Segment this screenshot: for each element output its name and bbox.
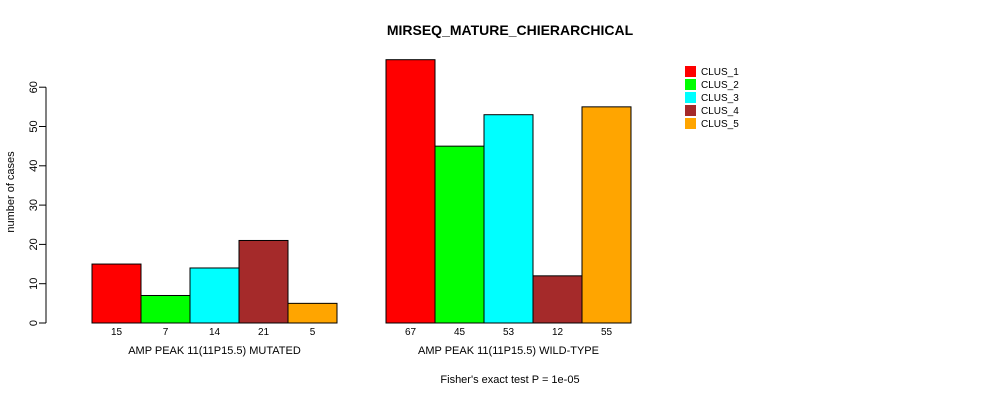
y-tick-label: 30 — [28, 199, 40, 211]
bar-value-label: 67 — [405, 327, 417, 338]
legend-swatch-clus-1 — [685, 66, 696, 77]
y-tick-label: 50 — [28, 120, 40, 132]
y-tick-label: 40 — [28, 160, 40, 172]
bar-clus-2-group-1 — [140, 294, 191, 324]
legend-swatch-clus-3 — [685, 92, 696, 103]
y-tick-label: 0 — [28, 320, 40, 326]
legend-label: CLUS_1 — [701, 67, 739, 78]
bar-value-label: 21 — [258, 327, 270, 338]
bar-clus-4-group-2 — [532, 275, 583, 324]
bar-value-label: 15 — [111, 327, 123, 338]
bar-value-label: 12 — [552, 327, 564, 338]
bar-clus-2-group-2 — [434, 145, 485, 324]
legend-swatch-clus-5 — [685, 118, 696, 129]
legend-label: CLUS_5 — [701, 119, 739, 130]
bar-value-label: 7 — [163, 327, 169, 338]
group-label-2: AMP PEAK 11(11P15.5) WILD-TYPE — [418, 345, 599, 357]
bar-clus-3-group-1 — [189, 267, 240, 324]
legend-label: CLUS_3 — [701, 93, 739, 104]
y-tick-label: 60 — [28, 81, 40, 93]
bar-clus-1-group-2 — [385, 59, 436, 324]
bar-clus-5-group-1 — [287, 302, 338, 324]
bar-value-label: 5 — [310, 327, 316, 338]
y-axis: 0 10 20 30 40 50 60 — [28, 81, 47, 326]
bar-value-label: 53 — [503, 327, 515, 338]
legend-label: CLUS_4 — [701, 106, 739, 117]
group-label-1: AMP PEAK 11(11P15.5) MUTATED — [128, 345, 301, 357]
legend-swatch-clus-4 — [685, 105, 696, 116]
bar-clus-3-group-2 — [483, 114, 534, 324]
y-axis-label: number of cases — [5, 151, 17, 233]
y-tick-label: 20 — [28, 238, 40, 250]
bar-value-label: 14 — [209, 327, 221, 338]
chart-title: MIRSEQ_MATURE_CHIERARCHICAL — [387, 22, 634, 38]
bar-clus-1-group-1 — [91, 263, 142, 324]
bar-clus-5-group-2 — [581, 106, 632, 324]
legend-swatch-clus-2 — [685, 79, 696, 90]
bar-clus-4-group-1 — [238, 239, 289, 324]
bar-value-label: 55 — [601, 327, 613, 338]
bars: 15 7 14 21 5 AMP PEAK 11(11P15.5) MUTATED 67 45… — [91, 59, 632, 357]
legend-label: CLUS_2 — [701, 80, 739, 91]
bar-value-label: 45 — [454, 327, 466, 338]
fisher-test-footnote: Fisher's exact test P = 1e-05 — [440, 374, 579, 386]
legend: CLUS_1 CLUS_2 CLUS_3 CLUS_4 CLUS_5 — [685, 66, 739, 130]
y-tick-label: 10 — [28, 278, 40, 290]
